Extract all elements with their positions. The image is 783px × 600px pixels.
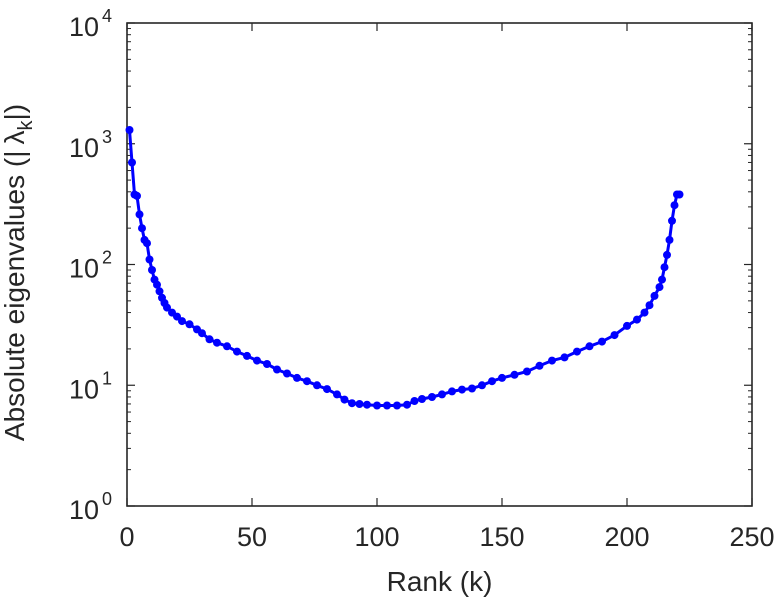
y-tick-label: 10 2	[69, 248, 112, 284]
data-point	[340, 395, 349, 404]
data-point	[135, 210, 144, 219]
data-point	[523, 367, 531, 376]
data-point	[478, 381, 486, 390]
data-point	[163, 303, 171, 312]
y-tick-label: 10 0	[69, 489, 112, 525]
data-point	[458, 385, 466, 394]
data-point	[585, 342, 594, 351]
data-point	[293, 373, 301, 382]
y-axis-label-lambda: λ	[0, 131, 30, 145]
data-point	[658, 275, 666, 284]
data-point	[213, 338, 221, 347]
data-point	[410, 397, 419, 405]
data-point	[560, 353, 569, 362]
data-point	[633, 315, 641, 324]
data-point	[155, 287, 164, 296]
data-point	[323, 385, 331, 394]
data-point	[418, 395, 426, 403]
axes-frame	[126, 22, 753, 507]
data-point	[145, 255, 154, 264]
data-point	[138, 224, 146, 233]
data-point	[233, 347, 241, 356]
data-point	[448, 387, 456, 396]
data-point	[663, 250, 671, 259]
data-point	[128, 158, 136, 167]
x-axis-label: Rank (k)	[387, 566, 493, 597]
y-axis-label-prefix: Absolute eigenvalues (|	[0, 151, 30, 442]
data-point	[373, 401, 381, 410]
data-point	[355, 400, 364, 408]
data-point	[640, 308, 649, 317]
data-point	[185, 320, 194, 329]
data-point	[548, 356, 556, 365]
data-point	[363, 400, 371, 409]
data-point	[348, 399, 356, 408]
x-tick-label: 0	[119, 522, 134, 552]
data-point	[153, 280, 161, 289]
data-point	[148, 266, 156, 274]
y-tick-label: 10 3	[69, 127, 112, 163]
data-point	[488, 377, 496, 386]
x-tick-label: 200	[604, 522, 649, 552]
y-tick-label: 10 1	[69, 368, 112, 404]
data-point	[535, 361, 544, 370]
data-point	[198, 329, 206, 338]
data-point	[645, 301, 654, 310]
series-1	[125, 126, 684, 410]
x-tick-label: 100	[354, 522, 399, 552]
data-point	[598, 337, 606, 346]
data-point	[283, 369, 291, 378]
data-point	[383, 401, 391, 410]
data-point	[670, 201, 679, 210]
data-point	[655, 283, 664, 292]
x-tick-label: 250	[729, 522, 774, 552]
data-point	[665, 235, 674, 244]
series-line	[128, 129, 680, 407]
data-point	[668, 216, 676, 225]
y-axis-label-suffix: |)	[0, 104, 30, 121]
data-point	[675, 190, 684, 199]
data-point	[313, 381, 321, 390]
data-point	[403, 400, 411, 409]
data-point	[650, 291, 659, 300]
y-tick-label: 10 4	[69, 6, 112, 42]
data-point	[468, 384, 476, 393]
y-axis-label: Absolute eigenvalues (| λk|)	[0, 104, 37, 441]
y-axis-label-subscript: k	[15, 120, 37, 131]
data-point	[125, 126, 134, 134]
data-point	[610, 331, 619, 340]
data-point	[243, 351, 251, 360]
data-point	[333, 390, 341, 399]
data-point	[498, 373, 506, 382]
data-point	[263, 360, 271, 368]
data-point	[303, 377, 311, 386]
data-point	[510, 370, 519, 379]
data-point	[273, 365, 281, 374]
data-point	[623, 321, 631, 330]
x-tick-label: 150	[479, 522, 524, 552]
data-point	[133, 191, 141, 200]
data-point	[428, 393, 436, 401]
data-point	[205, 335, 214, 344]
data-point	[253, 356, 261, 365]
data-point	[393, 401, 401, 410]
x-tick-label: 50	[237, 522, 267, 552]
data-point	[223, 342, 231, 351]
data-point	[143, 239, 151, 248]
data-point	[573, 347, 581, 356]
data-point	[438, 390, 446, 399]
data-point	[178, 317, 186, 326]
data-point	[660, 263, 669, 272]
